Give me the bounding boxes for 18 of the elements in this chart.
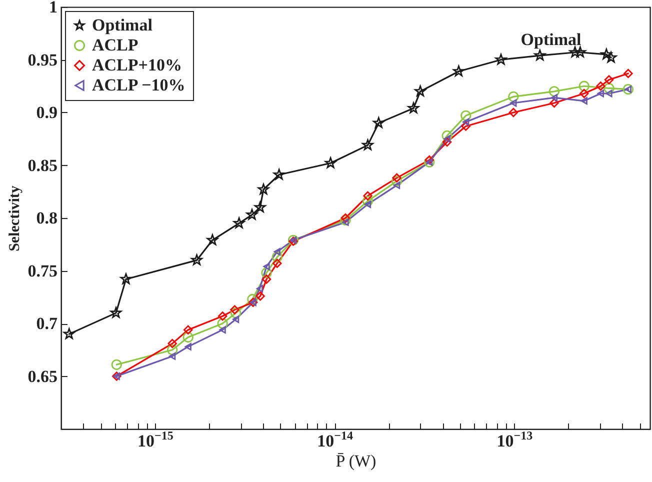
y-axis-title: Selectivity bbox=[6, 185, 23, 252]
y-tick-label: 0.7 bbox=[36, 314, 58, 333]
legend-label: ACLP+10% bbox=[92, 56, 182, 74]
y-tick-label: 0.9 bbox=[36, 103, 58, 122]
y-tick-label: 0.8 bbox=[36, 208, 58, 228]
x-tick-label: 10$^{−14}$ bbox=[317, 428, 353, 450]
legend-label: ACLP −10% bbox=[92, 76, 186, 94]
y-tick-label: 1 bbox=[49, 0, 58, 16]
legend-label: ACLP bbox=[92, 36, 138, 54]
y-tick-label: 0.85 bbox=[28, 156, 58, 175]
x-tick-label: 10$^{−15}$ bbox=[138, 428, 174, 450]
legend-label: Optimal bbox=[92, 16, 153, 34]
annotation: Optimal bbox=[520, 30, 582, 49]
y-tick-label: 0.75 bbox=[28, 261, 58, 280]
y-tick-label: 0.95 bbox=[28, 50, 58, 70]
x-axis-title: P̄ (W) bbox=[336, 452, 376, 470]
x-tick-label: 10$^{−13}$ bbox=[496, 428, 533, 450]
y-tick-label: 0.65 bbox=[28, 366, 58, 386]
